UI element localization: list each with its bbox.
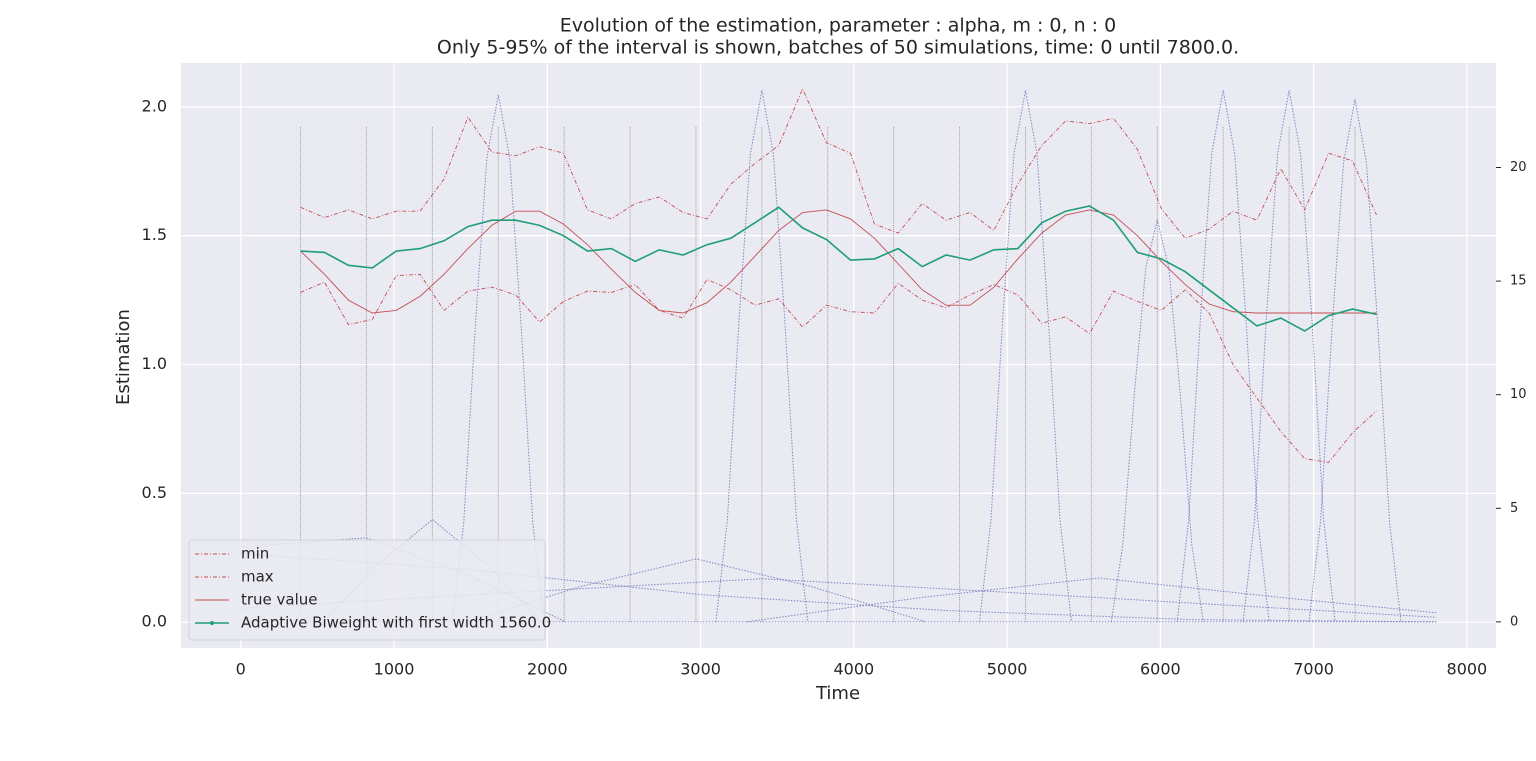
legend-label: max — [241, 568, 274, 586]
chart-subtitle: Only 5-95% of the interval is shown, bat… — [437, 37, 1239, 59]
series-line — [300, 87, 1377, 239]
legend-box — [188, 539, 546, 641]
y-tick-label: 1.5 — [142, 225, 167, 244]
x-tick-label: 5000 — [987, 660, 1028, 679]
x-tick-label: 8000 — [1447, 660, 1488, 679]
kernel-line — [1308, 99, 1402, 622]
legend-marker — [210, 621, 214, 625]
kernel-line — [1242, 90, 1336, 622]
x-tick-label: 0 — [236, 660, 246, 679]
axes: 0 1000 2000 3000 4000 5000 6000 7000 8000 0.0 0.5 1… — [142, 96, 1527, 678]
legend-label: Adaptive Biweight with first width 1560.… — [241, 614, 551, 632]
series-line — [300, 205, 1377, 332]
legend-label: true value — [241, 591, 318, 609]
y2-tick-label: 5 — [1510, 501, 1518, 516]
kernel-line — [979, 90, 1072, 622]
series-line — [300, 273, 1377, 463]
kernel-line — [451, 94, 545, 622]
y2-tick-label: 20 — [1510, 160, 1527, 175]
y-tick-label: 0.0 — [142, 612, 167, 631]
kernel-line — [746, 577, 1437, 623]
x-axis-label: Time — [815, 683, 860, 704]
x-tick-label: 3000 — [680, 660, 721, 679]
legend-label: min — [241, 545, 269, 563]
x-tick-label: 2000 — [527, 660, 568, 679]
y2-tick-label: 0 — [1510, 614, 1518, 629]
x-tick-label: 7000 — [1293, 660, 1334, 679]
legend: min max true value Adaptive Biweight with f… — [188, 539, 551, 641]
kernel-line — [715, 90, 809, 622]
kernel-line — [1110, 219, 1204, 622]
chart-title: Evolution of the estimation, parameter :… — [560, 15, 1116, 37]
x-tick-label: 1000 — [374, 660, 415, 679]
y2-tick-label: 10 — [1510, 387, 1527, 402]
series-line — [300, 209, 1377, 314]
y-tick-label: 0.5 — [142, 483, 167, 502]
x-tick-label: 6000 — [1140, 660, 1181, 679]
x-tick-label: 4000 — [833, 660, 874, 679]
y-tick-label: 1.0 — [142, 354, 167, 373]
y-axis-label: Estimation — [113, 309, 134, 405]
kernel-line — [1176, 90, 1270, 622]
kernel-line — [465, 558, 927, 623]
y-tick-label: 2.0 — [142, 96, 167, 115]
y2-tick-label: 15 — [1510, 274, 1527, 289]
